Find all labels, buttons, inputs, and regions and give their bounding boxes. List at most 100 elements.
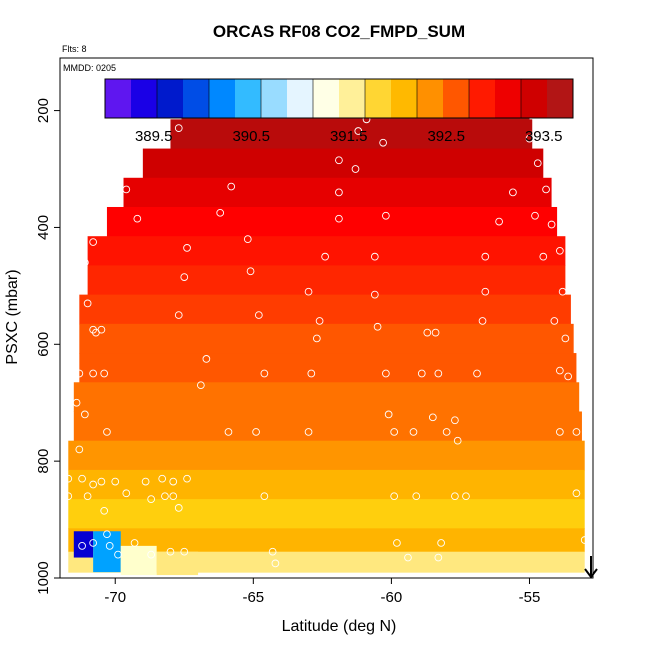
colorbar-swatch <box>495 79 522 118</box>
y-tick-label: 600 <box>35 332 52 357</box>
observation-point <box>92 214 100 223</box>
observation-point <box>141 477 150 486</box>
observation-point <box>174 504 183 512</box>
observation-point <box>564 372 572 381</box>
heat-anomaly <box>73 531 94 558</box>
heat-layer <box>87 265 566 296</box>
observation-point <box>572 489 581 498</box>
colorbar-swatch <box>339 79 366 118</box>
plot-area <box>68 90 585 576</box>
observation-point <box>133 214 142 223</box>
x-tick-label: -65 <box>242 589 264 606</box>
observation-point <box>174 311 183 319</box>
colorbar-swatch <box>469 79 496 118</box>
observation-point <box>169 477 178 486</box>
observation-point <box>89 369 97 378</box>
observation-point <box>111 477 120 486</box>
observation-point <box>556 428 564 436</box>
observation-point <box>453 436 462 445</box>
colorbar-swatch <box>235 79 262 118</box>
observation-point <box>354 127 363 135</box>
observation-point <box>97 325 106 334</box>
colorbar: 389.5 390.5 391.5 392.5 393.5 <box>104 78 574 145</box>
heat-layer <box>68 528 585 553</box>
observation-point <box>202 355 211 363</box>
observation-point <box>78 542 86 550</box>
colorbar-tick-label: 391.5 <box>330 128 368 145</box>
y-tick-label: 800 <box>35 449 52 474</box>
observation-point <box>434 553 443 562</box>
observation-point <box>547 220 556 229</box>
colorbar-tick-label: 389.5 <box>135 128 173 145</box>
colorbar-tick-label: 393.5 <box>525 128 563 145</box>
colorbar-swatch <box>105 79 132 118</box>
observation-point <box>174 124 183 132</box>
observation-point <box>473 369 481 378</box>
colorbar-swatch <box>261 79 288 118</box>
x-tick-label: -70 <box>104 589 126 606</box>
observation-point <box>75 369 84 378</box>
observation-point <box>390 428 399 436</box>
colorbar-swatch <box>131 79 158 118</box>
observation-point <box>103 428 111 436</box>
x-axis: -70 -65 -60 -55 <box>104 578 540 606</box>
observation-point <box>434 369 443 378</box>
y-tick-label: 200 <box>35 98 52 123</box>
observation-point <box>304 428 313 436</box>
colorbar-tick-label: 390.5 <box>232 128 270 145</box>
colorbar-frame <box>104 78 574 119</box>
y-axis-label: PSXC (mbar) <box>4 269 21 364</box>
heat-layer <box>170 119 533 150</box>
observation-point <box>335 156 343 165</box>
colorbar-swatch <box>313 79 340 118</box>
observation-point <box>423 328 432 337</box>
observation-point <box>373 322 382 331</box>
observation-point <box>558 287 567 296</box>
heat-layer <box>68 469 585 500</box>
observation-point <box>379 138 387 147</box>
observation-point <box>254 311 263 319</box>
observation-point <box>81 258 89 267</box>
observation-point <box>180 547 189 556</box>
observation-point <box>89 539 97 547</box>
heat-layer <box>87 236 566 266</box>
observation-point <box>260 492 269 501</box>
observation-point <box>321 252 329 261</box>
observation-point <box>169 492 178 501</box>
observation-point <box>122 489 131 498</box>
chart-title: ORCAS RF08 CO2_FMPD_SUM <box>213 22 465 41</box>
observation-point <box>509 188 517 197</box>
observation-point <box>268 547 277 556</box>
observation-point <box>196 381 205 390</box>
observation-point <box>550 317 559 325</box>
observation-point <box>542 185 550 194</box>
flights-annotation: Flts: 8 <box>62 44 87 54</box>
observation-point <box>431 328 440 337</box>
heat-layer <box>106 206 558 237</box>
colorbar-swatch <box>183 79 210 118</box>
heat-layer <box>79 353 577 383</box>
observation-point <box>370 252 379 261</box>
observation-point <box>462 492 470 501</box>
observation-point <box>304 287 313 296</box>
colorbar-swatch <box>547 79 574 118</box>
observation-point <box>130 539 139 547</box>
observation-point <box>100 369 109 378</box>
observation-point <box>580 536 589 544</box>
observation-point <box>158 474 167 483</box>
observation-point <box>166 547 175 556</box>
colorbar-swatch <box>157 79 184 118</box>
observation-point <box>246 267 255 276</box>
observation-point <box>335 214 343 223</box>
observation-point <box>97 477 106 486</box>
heat-layer <box>79 323 574 354</box>
observation-point <box>428 413 437 422</box>
y-axis: 200 400 600 800 1000 <box>35 98 60 595</box>
colorbar-swatch <box>391 79 418 118</box>
observation-point <box>481 287 490 296</box>
observation-point <box>180 273 189 281</box>
observation-point <box>105 542 114 550</box>
observation-point <box>382 211 390 220</box>
observation-point <box>64 492 73 501</box>
